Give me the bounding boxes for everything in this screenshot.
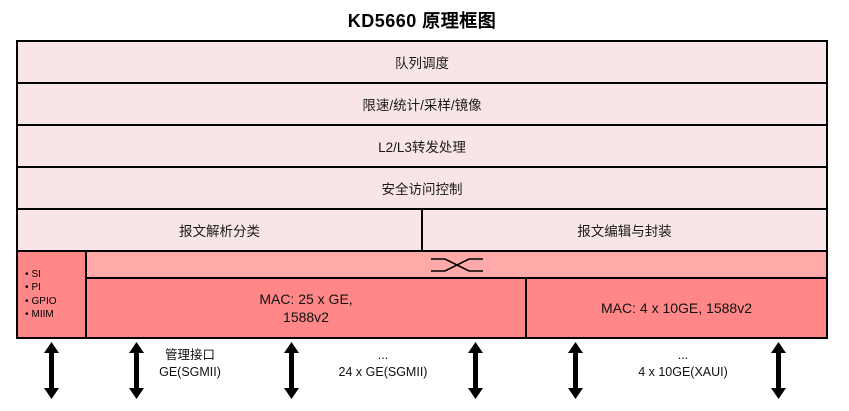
block-label: 报文解析分类 [179,224,260,239]
chip-block-diagram: 队列调度 限速/统计/采样/镜像 L2/L3转发处理 安全访问控制 报文解析分类… [16,40,828,339]
block-label: 报文编辑与封装 [577,224,672,239]
io-list: SIPIGPIOMIIM [18,268,57,322]
mac-label: MAC: 4 x 10GE, 1588v2 [601,300,752,316]
crossbar-switch-icon [430,257,483,272]
mac-column: MAC: 25 x GE, 1588v2 MAC: 4 x 10GE, 1588… [87,252,826,337]
management-io-block: SIPIGPIOMIIM [18,252,87,337]
double-arrow-icon [128,342,144,399]
packet-parse-classify-block: 报文解析分类 [18,210,421,250]
mac-row: MAC: 25 x GE, 1588v2 MAC: 4 x 10GE, 1588… [87,279,826,337]
port-label: ... 4 x 10GE(XAUI) [638,348,728,379]
layer-rate-stats-sample-mirror: 限速/统计/采样/镜像 [18,84,826,126]
double-arrow-icon [283,342,299,399]
layer-label: 限速/统计/采样/镜像 [362,98,482,113]
layer-label: 队列调度 [395,56,449,71]
mac-io-section: SIPIGPIOMIIM MAC: 25 x GE, 1588v2 MAC: 4… [18,252,826,337]
io-item: PI [25,281,57,295]
double-arrow-icon [770,342,786,399]
packet-edit-encapsulate-block: 报文编辑与封装 [421,210,826,250]
double-arrow-icon [467,342,483,399]
port-label: 管理接口 GE(SGMII) [159,348,221,379]
layer-label: 安全访问控制 [381,182,463,197]
layer-label: L2/L3转发处理 [378,140,466,155]
layer-packet-processing: 报文解析分类 报文编辑与封装 [18,210,826,252]
mac-label-line2: 1588v2 [283,309,329,325]
io-item: GPIO [25,295,57,309]
mac-4x10ge-block: MAC: 4 x 10GE, 1588v2 [527,279,826,337]
mac-25xge-block: MAC: 25 x GE, 1588v2 [87,279,527,337]
io-item: MIIM [25,308,57,322]
io-item: SI [25,268,57,282]
layer-queue-scheduling: 队列调度 [18,42,826,84]
diagram-title: KD5660 原理框图 [347,11,497,31]
mac-label-line1: MAC: 25 x GE, [259,291,353,307]
double-arrow-icon [567,342,583,399]
layer-l2l3-forwarding: L2/L3转发处理 [18,126,826,168]
double-arrow-icon [43,342,59,399]
port-label: ... 24 x GE(SGMII) [338,348,428,379]
crossbar-strip [87,252,826,279]
layer-security-access-control: 安全访问控制 [18,168,826,210]
